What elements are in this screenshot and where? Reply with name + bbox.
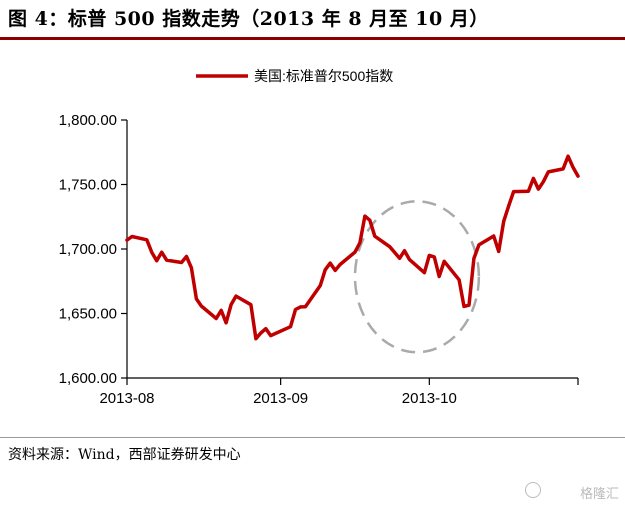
bottom-rule [0,437,625,438]
y-tick-label: 1,650.00 [59,306,117,323]
y-axis: 1,600.00 1,650.00 1,700.00 1,750.00 1,800.00 [59,112,128,387]
y-tick-label: 1,800.00 [59,112,117,129]
title-rule [0,37,625,40]
series-group [125,154,580,341]
legend: 美国:标准普尔500指数 [196,68,393,84]
series-line [125,154,580,341]
x-axis: 2013-08 2013-09 2013-10 [99,377,579,407]
legend-label: 美国:标准普尔500指数 [254,68,393,84]
watermark: 格隆汇 [579,487,619,502]
wechat-icon [525,482,541,498]
source-note: 资料来源：Wind，西部证券研发中心 [8,447,241,463]
x-tick-label: 2013-08 [99,390,154,407]
chart: 美国:标准普尔500指数 1,600.00 1,650.00 1,700.00 1,7… [59,68,580,407]
figure-title: 图 4：标普 500 指数走势（2013 年 8 月至 10 月） [8,8,489,30]
highlight-ellipse [353,200,481,354]
x-tick-label: 2013-10 [402,390,457,407]
y-tick-label: 1,700.00 [59,241,117,258]
x-tick-label: 2013-09 [253,390,308,407]
y-tick-label: 1,750.00 [59,177,117,194]
y-tick-label: 1,600.00 [59,370,117,387]
